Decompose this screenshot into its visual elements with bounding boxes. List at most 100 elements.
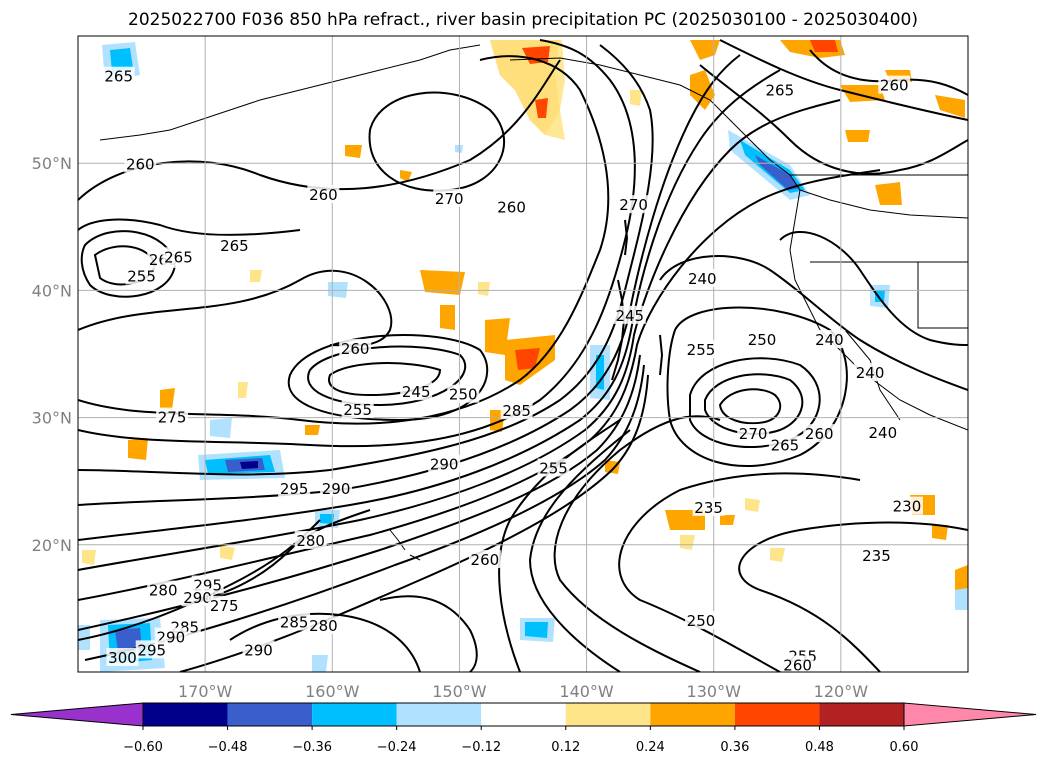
contour-label-bg	[135, 640, 168, 659]
contour-line	[611, 279, 626, 381]
contour-line	[78, 44, 654, 476]
colorbar-tick-label: −0.48	[208, 740, 248, 755]
contour-line	[666, 306, 848, 467]
colorbar-tick-label: 0.36	[720, 740, 749, 755]
lon-tick-label: 160°W	[305, 682, 360, 701]
shade-cyan-patch	[525, 622, 548, 638]
shade-blue-patch	[755, 155, 800, 190]
contour-label-bg	[278, 478, 311, 497]
contour-label: 235	[694, 499, 723, 517]
contour-label: 295	[137, 641, 166, 659]
contour-line	[78, 169, 881, 601]
contour-label: 245	[402, 383, 431, 401]
contour-label-bg	[860, 546, 893, 565]
contour-label: 230	[893, 498, 922, 516]
colorbar-tick-label: −0.60	[123, 740, 163, 755]
colorbar-segment	[819, 703, 904, 726]
contour-label: 255	[539, 459, 568, 477]
contour-label: 265	[104, 68, 133, 86]
contour-label: 280	[309, 617, 338, 635]
shade-yellow-patch	[745, 498, 760, 512]
colorbar-segment	[565, 703, 651, 726]
lat-tick-label: 30°N	[32, 409, 72, 428]
contour-label: 270	[739, 425, 768, 443]
contour-label: 270	[435, 190, 464, 208]
map-title: 2025022700 F036 850 hPa refract., river …	[128, 10, 918, 30]
colorbar-extend-high	[903, 702, 1037, 727]
coastline	[389, 529, 406, 551]
contour-label-bg	[468, 550, 501, 569]
contour-line	[719, 39, 968, 121]
colorbar-segment	[143, 703, 228, 726]
contour-label: 275	[210, 597, 239, 615]
contour-label-bg	[320, 478, 353, 497]
contour-line	[618, 472, 861, 672]
shade-navy-patch	[240, 461, 258, 469]
contour-label: 240	[815, 331, 844, 349]
contour-label: 290	[322, 480, 351, 498]
shade-blue-patch	[115, 628, 142, 652]
contour-label-bg	[763, 80, 796, 99]
colorbar-tick-label: 0.48	[805, 740, 834, 755]
contour-label: 240	[868, 424, 897, 442]
contour-label: 280	[296, 532, 325, 550]
lon-tick-label: 130°W	[687, 682, 742, 701]
contour-label: 295	[280, 480, 309, 498]
contour-line	[229, 612, 421, 672]
contour-label: 250	[748, 331, 777, 349]
coastline	[99, 44, 481, 141]
lat-tick-label: 50°N	[32, 154, 72, 173]
contour-label-bg	[242, 640, 275, 659]
contour-label: 285	[502, 402, 531, 420]
contour-label-bg	[746, 330, 779, 349]
lon-tick-label: 140°W	[559, 682, 614, 701]
contour-label-bg	[208, 595, 241, 614]
precip-shading	[78, 40, 968, 672]
contour-line	[528, 429, 631, 672]
contour-label: 265	[164, 248, 193, 266]
shade-lightblue-patch	[312, 655, 328, 672]
contour-label: 250	[687, 612, 716, 630]
lat-tick-label: 20°N	[32, 536, 72, 555]
contour-label-bg	[307, 185, 340, 203]
contour-line	[624, 219, 629, 256]
contour-label-bg	[813, 330, 846, 349]
contour-label-bg	[878, 75, 911, 94]
contour-line	[659, 334, 664, 376]
contour-label: 255	[343, 401, 372, 419]
lat-tick-labels: 50°N 40°N 30°N 20°N	[32, 154, 72, 555]
contour-label-bg	[156, 407, 189, 426]
contour-label: 290	[430, 456, 459, 474]
lat-tick-label: 40°N	[32, 281, 72, 300]
colorbar: −0.60 −0.48 −0.36 −0.24 −0.12 0.12 0.24 0.36 0.4…	[10, 702, 1037, 755]
contour-label-bg	[617, 195, 650, 214]
shade-lightblue-patch	[78, 625, 90, 650]
shade-orange-patch	[935, 95, 965, 118]
colorbar-frame	[142, 702, 905, 727]
shade-yellow-patch	[478, 282, 490, 296]
contour-label: 270	[619, 196, 648, 214]
contour-line	[199, 509, 371, 601]
contour-label: 260	[309, 186, 338, 204]
colorbar-extend-low	[10, 702, 144, 727]
contour-line	[78, 39, 636, 448]
contour-line	[368, 91, 506, 192]
contour-labels: 2652602602702602702652602652552602652402…	[102, 66, 923, 672]
contour-label-bg	[181, 588, 214, 607]
contour-line	[498, 419, 621, 672]
contour-line	[689, 357, 821, 448]
shade-yellow-patch	[770, 548, 785, 562]
map-frame	[77, 35, 969, 673]
contour-line	[718, 388, 782, 425]
contour-label-bg	[781, 655, 814, 672]
contour-label-bg	[102, 66, 135, 85]
colorbar-tick-label: −0.24	[377, 740, 417, 755]
contour-label: 255	[687, 341, 716, 359]
contour-label-bg	[613, 305, 646, 324]
contour-label-bg	[125, 266, 158, 285]
contour-label: 260	[880, 77, 909, 95]
contour-label-bg	[433, 188, 466, 207]
shade-cyan-patch	[596, 355, 604, 390]
contour-label: 280	[149, 582, 178, 600]
